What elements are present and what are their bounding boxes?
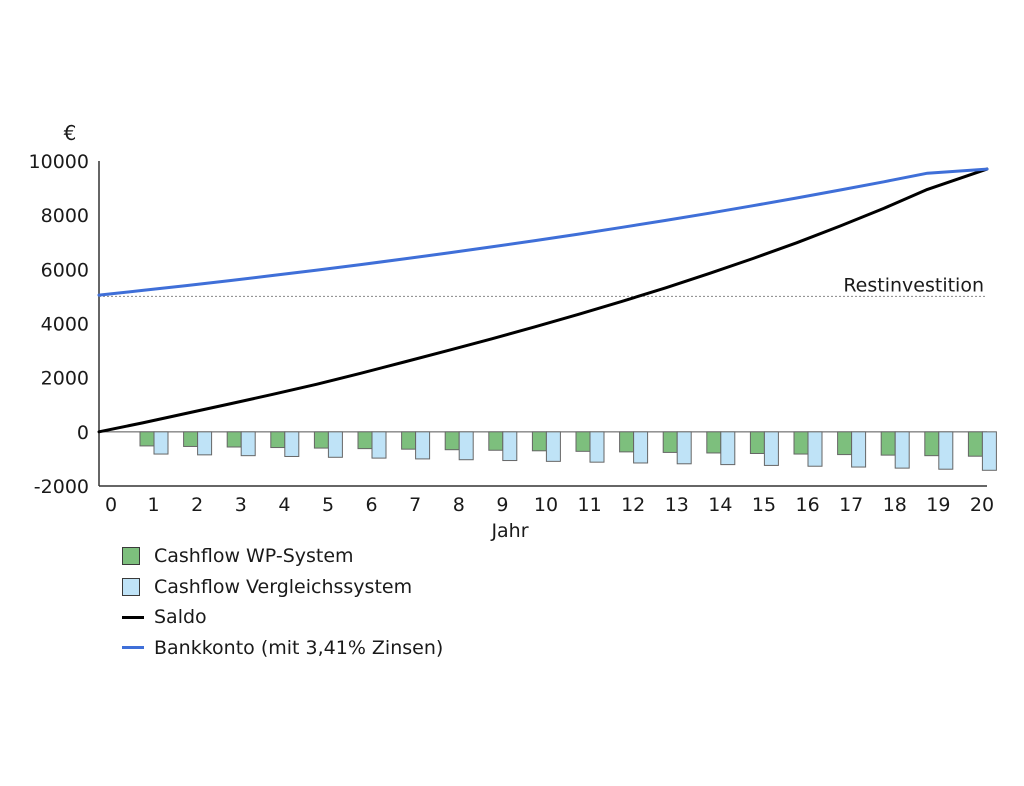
y-tick-label: -2000 — [34, 476, 89, 498]
bar-wp-system — [401, 431, 417, 450]
series-line-bankkonto — [97, 167, 989, 297]
bar-wp-system — [226, 431, 242, 448]
bar-wp-system — [706, 431, 722, 454]
bar-wp-system — [793, 431, 809, 455]
bar-vergleichssystem — [240, 431, 256, 457]
bar-wp-system — [967, 431, 983, 457]
y-tick-label: 2000 — [41, 368, 89, 390]
bar-wp-system — [270, 431, 286, 449]
legend-swatch-box — [122, 577, 140, 596]
bar-wp-system — [139, 431, 155, 447]
legend-label: Cashflow WP-System — [154, 545, 354, 568]
legend-label: Saldo — [154, 606, 207, 629]
bar-wp-system — [749, 431, 765, 455]
x-tick-label: 18 — [883, 494, 907, 516]
y-tick-label: 6000 — [41, 259, 89, 281]
bar-vergleichssystem — [415, 431, 431, 460]
y-tick-label: 4000 — [41, 314, 89, 336]
legend-item: Cashflow WP-System — [122, 541, 443, 572]
x-axis-title: Jahr — [490, 520, 528, 542]
bar-vergleichssystem — [153, 431, 169, 455]
bar-wp-system — [619, 431, 635, 453]
bar-vergleichssystem — [589, 431, 605, 463]
x-tick-label: 1 — [148, 494, 160, 516]
bar-vergleichssystem — [197, 431, 213, 456]
x-tick-label: 13 — [665, 494, 689, 516]
bar-wp-system — [488, 431, 504, 451]
legend-swatch-line — [122, 615, 144, 619]
x-tick-label: 7 — [409, 494, 421, 516]
series-line-saldo — [97, 167, 989, 434]
legend-item: Bankkonto (mit 3,41% Zinsen) — [122, 633, 443, 664]
bar-vergleichssystem — [894, 431, 910, 469]
x-tick-label: 5 — [322, 494, 334, 516]
bar-vergleichssystem — [938, 431, 954, 470]
y-tick-label: 0 — [77, 422, 89, 444]
bar-wp-system — [183, 431, 199, 447]
x-tick-label: 16 — [796, 494, 820, 516]
x-tick-label: 3 — [235, 494, 247, 516]
x-tick-label: 4 — [278, 494, 290, 516]
bar-wp-system — [880, 431, 896, 456]
bar-wp-system — [837, 431, 853, 456]
x-tick-label: 0 — [105, 494, 117, 516]
legend: Cashflow WP-System Cashflow Vergleichssys… — [122, 541, 443, 663]
bar-group — [139, 431, 997, 471]
bar-vergleichssystem — [371, 431, 387, 459]
legend-label: Bankkonto (mit 3,41% Zinsen) — [154, 636, 444, 659]
x-tick-label: 15 — [752, 494, 776, 516]
legend-swatch-line — [122, 646, 144, 650]
x-tick-label: 11 — [578, 494, 602, 516]
x-tick-label: 20 — [970, 494, 994, 516]
bar-vergleichssystem — [720, 431, 736, 466]
bar-vergleichssystem — [851, 431, 867, 468]
bar-vergleichssystem — [763, 431, 779, 466]
x-tick-label: 12 — [621, 494, 645, 516]
bar-wp-system — [357, 431, 373, 450]
y-tick-label: 10000 — [29, 151, 89, 173]
bar-wp-system — [313, 431, 329, 449]
y-tick-label: 8000 — [41, 205, 89, 227]
bar-wp-system — [531, 431, 547, 452]
x-tick-label: 10 — [534, 494, 558, 516]
bar-vergleichssystem — [284, 431, 300, 457]
legend-swatch-box — [122, 547, 140, 566]
x-tick-label: 8 — [453, 494, 465, 516]
legend-item: Cashflow Vergleichssystem — [122, 572, 443, 603]
bar-wp-system — [444, 431, 460, 451]
x-tick-label: 17 — [839, 494, 863, 516]
reference-line-label: Restinvestition — [843, 274, 984, 296]
bar-vergleichssystem — [502, 431, 518, 462]
x-tick-label: 19 — [926, 494, 950, 516]
bar-vergleichssystem — [676, 431, 692, 465]
y-unit-label: € — [64, 121, 77, 145]
line-group — [97, 167, 989, 434]
bar-wp-system — [575, 431, 591, 452]
bar-vergleichssystem — [545, 431, 561, 462]
bar-wp-system — [924, 431, 940, 457]
x-tick-label: 2 — [191, 494, 203, 516]
bar-vergleichssystem — [327, 431, 343, 458]
legend-label: Cashflow Vergleichssystem — [154, 575, 413, 598]
x-tick-label: 9 — [496, 494, 508, 516]
x-tick-label: 6 — [366, 494, 378, 516]
bar-vergleichssystem — [458, 431, 474, 461]
bar-vergleichssystem — [807, 431, 823, 467]
legend-item: Saldo — [122, 602, 443, 633]
reference-line-group: Restinvestition — [99, 274, 987, 297]
x-tick-label: 14 — [708, 494, 732, 516]
bar-wp-system — [662, 431, 678, 453]
bar-vergleichssystem — [981, 431, 997, 471]
bar-vergleichssystem — [633, 431, 649, 464]
